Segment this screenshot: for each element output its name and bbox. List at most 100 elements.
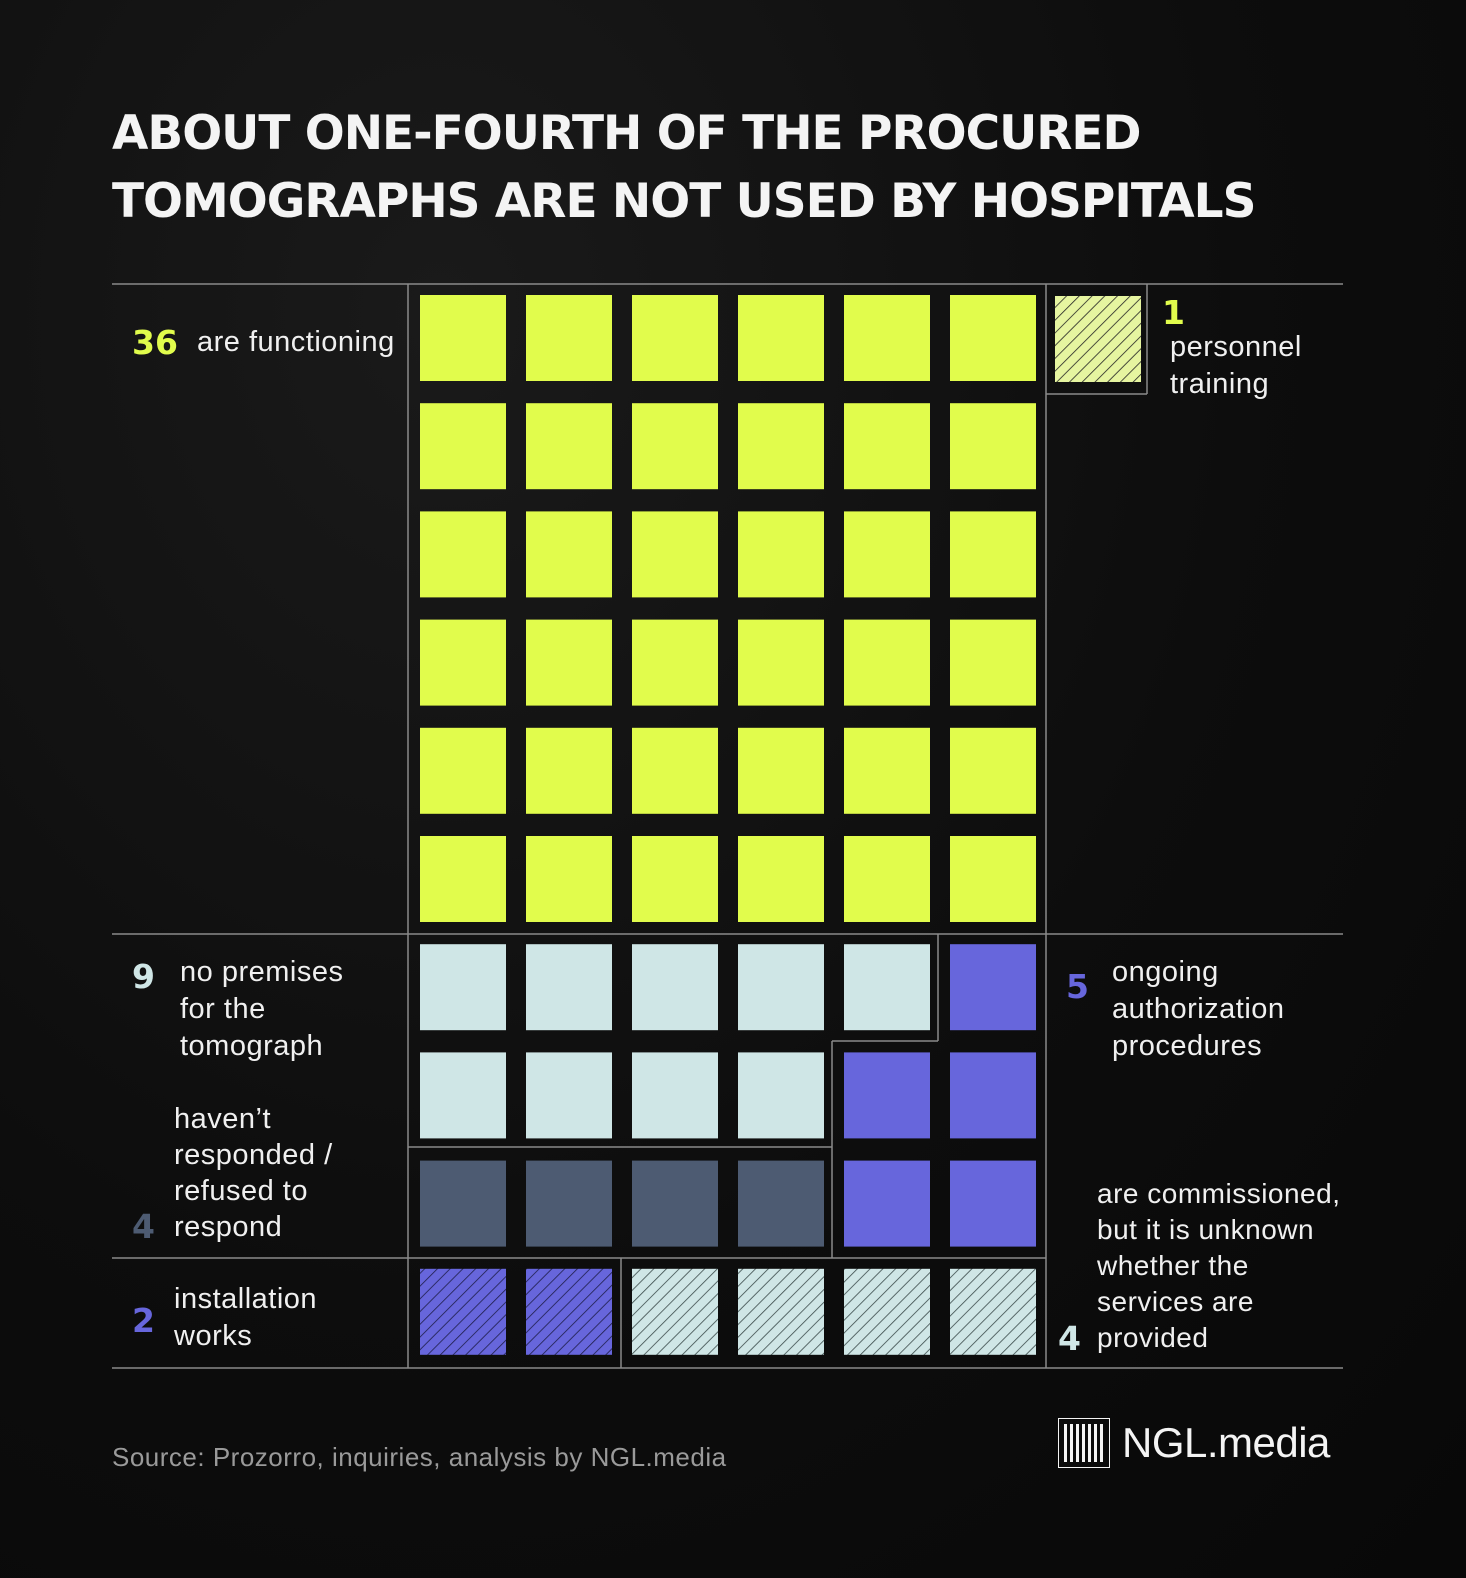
label-line: refused to: [174, 1175, 308, 1207]
waffle-cell-premises: [844, 944, 930, 1031]
label-line: procedures: [1112, 1030, 1263, 1062]
label-line: authorization: [1112, 993, 1285, 1025]
waffle-cell-authorization: [844, 1160, 930, 1247]
count-installation: 2: [132, 1301, 155, 1340]
waffle-cell-functioning: [632, 403, 718, 490]
label-no-response: haven’t responded / refused to respond: [174, 1101, 333, 1245]
waffle-cell-functioning: [420, 295, 506, 381]
waffle-cell-functioning: [632, 295, 718, 381]
label-commissioned-unknown: are commissioned, but it is unknown whet…: [1097, 1176, 1340, 1356]
waffle-cell-installation: [420, 1268, 506, 1355]
waffle-cell-commissioned-unknown: [844, 1268, 930, 1355]
chart-title: ABOUT ONE-FOURTH OF THE PROCURED TOMOGRA…: [112, 100, 1362, 236]
label-line: are functioning: [197, 326, 395, 358]
waffle-cell-functioning: [844, 403, 930, 490]
waffle-cell-premises: [738, 944, 824, 1031]
waffle-cell-no-response: [420, 1160, 506, 1247]
brand-name: NGL.media: [1122, 1419, 1330, 1466]
label-line: training: [1170, 368, 1270, 400]
label-line: services are: [1097, 1286, 1254, 1317]
waffle-cell-functioning: [844, 727, 930, 814]
waffle-cell-functioning: [420, 619, 506, 706]
waffle-cell-commissioned-unknown: [738, 1268, 824, 1355]
waffle-cell-functioning: [950, 727, 1036, 814]
label-premises: no premises for the tomograph: [180, 954, 343, 1065]
count-premises: 9: [132, 957, 155, 996]
waffle-cell-functioning: [526, 727, 612, 814]
waffle-cell-no-response: [632, 1160, 718, 1247]
label-line: but it is unknown: [1097, 1214, 1315, 1245]
count-authorization: 5: [1066, 967, 1089, 1006]
label-functioning: are functioning: [197, 324, 395, 361]
waffle-cell-functioning: [738, 836, 824, 922]
label-line: ongoing: [1112, 956, 1219, 988]
waffle-cell-premises: [526, 944, 612, 1031]
waffle-cell-authorization: [844, 1052, 930, 1139]
waffle-cell-premises: [526, 1052, 612, 1139]
waffle-cell-functioning: [738, 403, 824, 490]
waffle-cell-commissioned-unknown: [950, 1268, 1036, 1355]
waffle-cell-premises: [632, 944, 718, 1031]
waffle-cell-authorization: [950, 1052, 1036, 1139]
waffle-cell-functioning: [526, 619, 612, 706]
waffle-cell-authorization: [950, 944, 1036, 1031]
waffle-cells: [420, 295, 1141, 1355]
waffle-cell-no-response: [738, 1160, 824, 1247]
label-line: haven’t: [174, 1103, 272, 1135]
waffle-cell-functioning: [420, 511, 506, 598]
waffle-cell-functioning: [632, 836, 718, 922]
label-training: personnel training: [1170, 329, 1302, 403]
waffle-cell-functioning: [632, 619, 718, 706]
label-line: personnel: [1170, 331, 1302, 363]
label-line: whether the: [1097, 1250, 1249, 1281]
waffle-cell-functioning: [526, 511, 612, 598]
waffle-cell-functioning: [420, 727, 506, 814]
waffle-cell-functioning: [526, 295, 612, 381]
label-line: are commissioned,: [1097, 1178, 1341, 1209]
grid-separator-lines: [112, 283, 1343, 1369]
label-line: respond: [174, 1211, 283, 1243]
waffle-cell-functioning: [632, 727, 718, 814]
waffle-cell-commissioned-unknown: [632, 1268, 718, 1355]
label-line: works: [174, 1320, 253, 1352]
label-line: responded /: [174, 1139, 333, 1171]
waffle-cell-functioning: [844, 836, 930, 922]
waffle-cell-functioning: [844, 619, 930, 706]
waffle-cell-functioning: [950, 836, 1036, 922]
waffle-cell-functioning: [526, 403, 612, 490]
waffle-cell-functioning: [526, 836, 612, 922]
title-line-1: ABOUT ONE-FOURTH OF THE PROCURED: [112, 106, 1142, 161]
label-line: provided: [1097, 1322, 1209, 1353]
count-no-response: 4: [132, 1207, 155, 1246]
label-line: no premises: [180, 956, 344, 988]
count-commissioned-unknown: 4: [1058, 1319, 1081, 1358]
waffle-cell-authorization: [950, 1160, 1036, 1247]
waffle-cell-installation: [526, 1268, 612, 1355]
waffle-cell-functioning: [738, 511, 824, 598]
waffle-cell-functioning: [738, 295, 824, 381]
waffle-cell-functioning: [420, 403, 506, 490]
waffle-cell-premises: [632, 1052, 718, 1139]
barcode-logo-icon: [1058, 1418, 1110, 1468]
waffle-cell-premises: [420, 1052, 506, 1139]
count-functioning: 36: [132, 323, 178, 362]
label-line: installation: [174, 1283, 318, 1315]
label-installation: installation works: [174, 1281, 317, 1355]
waffle-cell-functioning: [632, 511, 718, 598]
waffle-cell-functioning: [950, 403, 1036, 490]
waffle-cell-functioning: [420, 836, 506, 922]
waffle-cell-functioning: [738, 619, 824, 706]
count-training: 1: [1162, 293, 1185, 332]
label-authorization: ongoing authorization procedures: [1112, 954, 1285, 1065]
waffle-cell-premises: [420, 944, 506, 1031]
waffle-cell-functioning: [738, 727, 824, 814]
label-line: for the: [180, 993, 266, 1025]
waffle-cell-training: [1055, 296, 1141, 382]
waffle-cell-functioning: [950, 511, 1036, 598]
ngl-media-logo: NGL.media: [1058, 1416, 1348, 1470]
waffle-cell-functioning: [950, 295, 1036, 381]
source-note: Source: Prozorro, inquiries, analysis by…: [112, 1442, 727, 1472]
title-line-2: TOMOGRAPHS ARE NOT USED BY HOSPITALS: [112, 174, 1256, 229]
label-line: tomograph: [180, 1030, 324, 1062]
